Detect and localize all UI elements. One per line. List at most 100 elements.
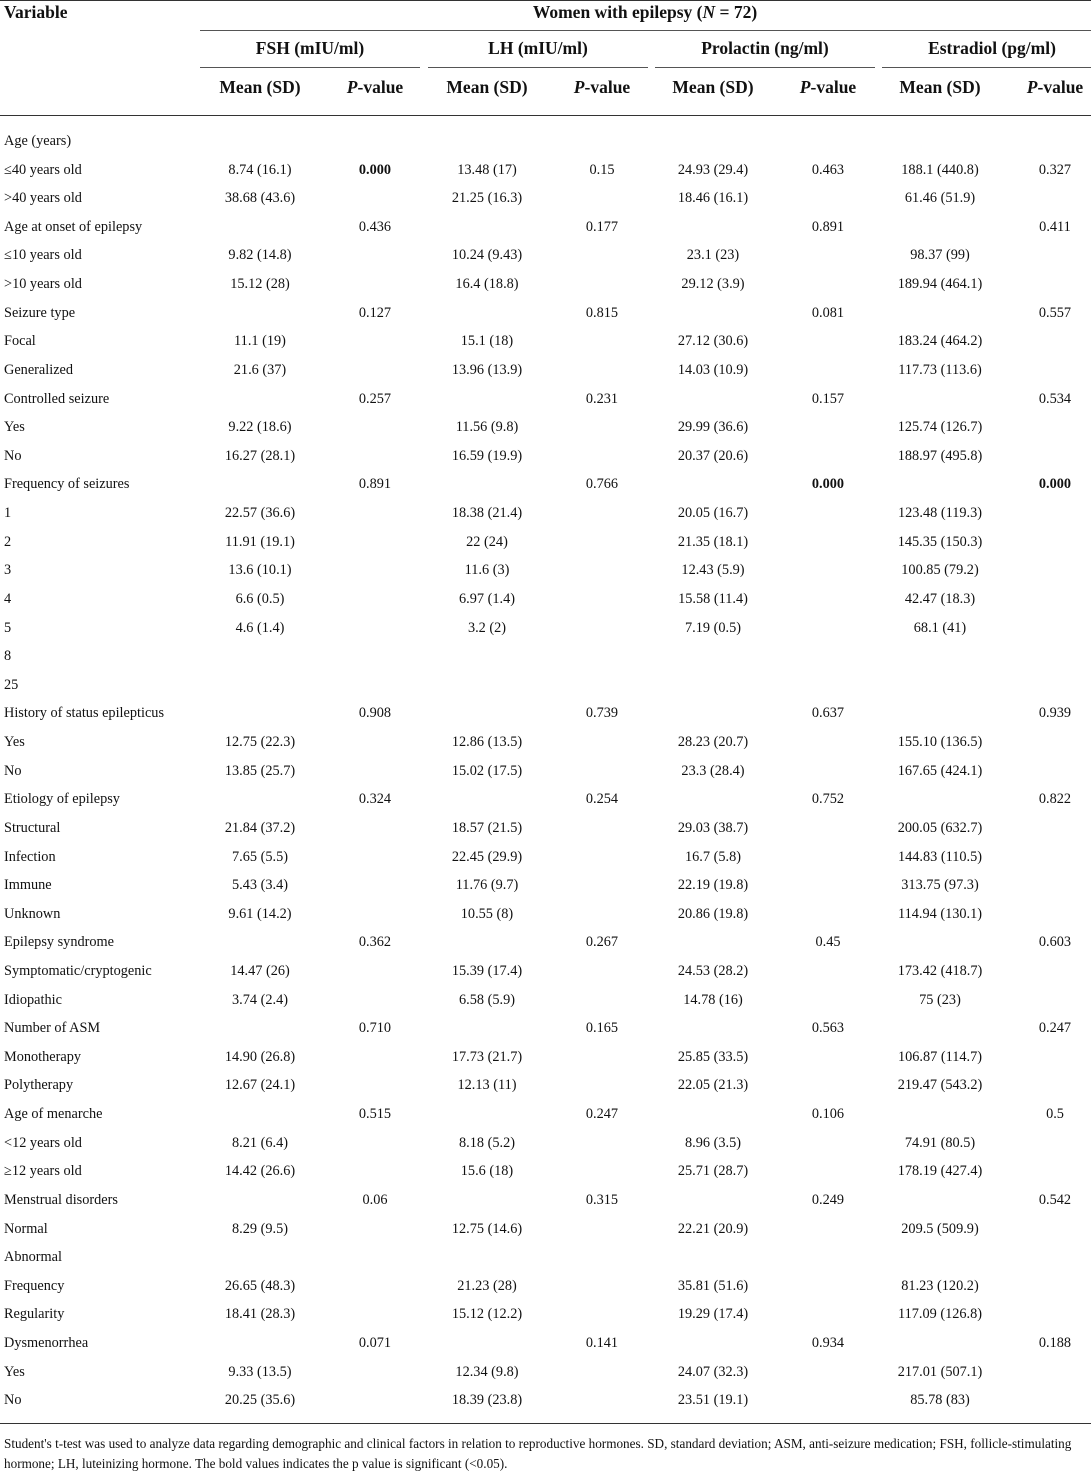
mean-sd-cell: 145.35 (150.3) [897,533,983,550]
row-label: Etiology of epilepsy [4,791,120,808]
table-row: Frequency 26.65 (48.3) 21.23 (28) 35.81 (51… [0,1272,1091,1301]
table-row: 1 22.57 (36.6) 18.38 (21.4) 20.05 (16.7) 123… [0,499,1091,528]
mean-sd-cell: 3.2 (2) [467,619,507,636]
row-label: Focal [4,333,36,350]
p-value-cell: 0.542 [1038,1191,1072,1208]
mean-sd-cell: 100.85 (79.2) [901,562,979,579]
table-row: Frequency of seizures 0.891 0.766 0.000 0.00… [0,470,1091,499]
p-value-cell: 0.5 [1046,1106,1064,1123]
table-row: Menstrual disorders 0.06 0.315 0.249 0.542 [0,1186,1091,1215]
table-row: Monotherapy 14.90 (26.8) 17.73 (21.7) 25.85… [0,1043,1091,1072]
mean-sd-cell: 22.19 (19.8) [677,877,749,894]
mean-sd-cell: 18.41 (28.3) [224,1306,296,1323]
table-row: Number of ASM 0.710 0.165 0.563 0.247 [0,1014,1091,1043]
p-value-cell: 0.739 [585,705,619,722]
mean-sd-cell: 10.55 (8) [460,905,514,922]
mean-sd-cell: 21.35 (18.1) [677,533,749,550]
mean-sd-cell: 75 (23) [919,991,961,1008]
header-bottom-rule [0,115,1091,116]
mean-sd-cell: 23.3 (28.4) [681,762,745,779]
mean-sd-cell: 9.33 (13.5) [228,1363,292,1380]
mean-sd-cell: 209.5 (509.9) [901,1220,979,1237]
mean-sd-cell: 18.57 (21.5) [451,819,523,836]
mean-sd-cell: 125.74 (126.7) [897,419,983,436]
mean-sd-cell: 123.48 (119.3) [897,505,983,522]
mean-sd-cell: 16.7 (5.8) [685,848,741,865]
header-variable: Variable [4,2,68,22]
mean-sd-cell: 23.1 (23) [686,247,740,264]
mean-sd-cell: 21.84 (37.2) [224,819,296,836]
row-label: Frequency [4,1277,65,1294]
mean-sd-cell: 61.46 (51.9) [904,190,976,207]
mean-sd-cell: 27.12 (30.6) [677,333,749,350]
mean-sd-cell: 8.74 (16.1) [228,161,292,178]
mean-sd-cell: 21.6 (37) [233,361,287,378]
mean-sd-cell: 16.59 (19.9) [451,447,523,464]
p-suffix: -value [584,77,631,97]
p-value-cell: 0.15 [589,161,615,178]
mean-sd-cell: 15.6 (18) [460,1163,514,1180]
p-value-cell: 0.267 [585,934,619,951]
mean-sd-cell: 98.37 (99) [910,247,970,264]
row-label: No [4,762,22,779]
row-label: Idiopathic [4,991,62,1008]
row-label: Yes [4,419,25,436]
mean-sd-cell: 189.94 (464.1) [897,276,983,293]
mean-sd-cell: 5.43 (3.4) [232,877,288,894]
subheader-p-value: P-value [557,77,647,98]
p-value-cell: 0.315 [585,1191,619,1208]
mean-sd-cell: 13.85 (25.7) [224,762,296,779]
mean-sd-cell: 18.39 (23.8) [451,1392,523,1409]
row-label: 3 [4,562,12,579]
row-label: Abnormal [4,1249,62,1266]
table-row: Abnormal [0,1243,1091,1272]
mean-sd-cell: 24.93 (29.4) [677,161,749,178]
subheader-p-value: P-value [783,77,873,98]
row-label: 4 [4,590,12,607]
p-value-cell: 0.247 [1038,1020,1072,1037]
header-lh: LH (mIU/ml) [488,38,588,58]
subheader-p-value: P-value [1010,77,1091,98]
p-suffix: -value [810,77,857,97]
table-row: Normal 8.29 (9.5) 12.75 (14.6) 22.21 (20.9)… [0,1215,1091,1244]
mean-sd-cell: 16.4 (18.8) [455,276,519,293]
p-value-cell: 0.127 [358,304,392,321]
p-value-cell: 0.815 [585,304,619,321]
mean-sd-cell: 20.86 (19.8) [677,905,749,922]
p-value-cell: 0.157 [811,390,845,407]
subheader-mean-sd: Mean (SD) [899,77,981,97]
mean-sd-cell: 6.97 (1.4) [459,590,515,607]
estradiol-underline [882,67,1091,68]
table-row: No 13.85 (25.7) 15.02 (17.5) 23.3 (28.4) 167… [0,757,1091,786]
mean-sd-cell: 8.21 (6.4) [232,1134,288,1151]
table-row: Infection 7.65 (5.5) 22.45 (29.9) 16.7 (5.8… [0,843,1091,872]
row-label: Epilepsy syndrome [4,934,114,951]
p-value-cell: 0.908 [358,705,392,722]
p-value-cell: 0.247 [585,1106,619,1123]
mean-sd-cell: 28.23 (20.7) [677,734,749,751]
table-row: Seizure type 0.127 0.815 0.081 0.557 [0,299,1091,328]
mean-sd-cell: 22.21 (20.9) [677,1220,749,1237]
mean-sd-cell: 12.86 (13.5) [451,734,523,751]
table-row: Unknown 9.61 (14.2) 10.55 (8) 20.86 (19.8) 1… [0,900,1091,929]
subheader-mean-sd: Mean (SD) [672,77,754,97]
mean-sd-cell: 106.87 (114.7) [897,1048,983,1065]
table-row: Generalized 21.6 (37) 13.96 (13.9) 14.03 (1… [0,356,1091,385]
header-estradiol: Estradiol (pg/ml) [928,38,1056,58]
p-value-cell: 0.257 [358,390,392,407]
p-value-cell: 0.436 [358,218,392,235]
table-row: >10 years old 15.12 (28) 16.4 (18.8) 29.12 … [0,270,1091,299]
p-value-cell: 0.081 [811,304,845,321]
p-value-cell: 0.06 [362,1191,388,1208]
prolactin-underline [655,67,875,68]
mean-sd-cell: 3.74 (2.4) [232,991,288,1008]
p-value-cell: 0.177 [585,218,619,235]
mean-sd-cell: 12.75 (22.3) [224,734,296,751]
p-value-cell: 0.071 [358,1335,392,1352]
table-row: 5 4.6 (1.4) 3.2 (2) 7.19 (0.5) 68.1 (41) [0,614,1091,643]
mean-sd-cell: 9.61 (14.2) [228,905,292,922]
row-label: Age of menarche [4,1106,103,1123]
mean-sd-cell: 117.73 (113.6) [898,361,982,378]
mean-sd-cell: 9.22 (18.6) [228,419,292,436]
p-value-cell: 0.637 [811,705,845,722]
